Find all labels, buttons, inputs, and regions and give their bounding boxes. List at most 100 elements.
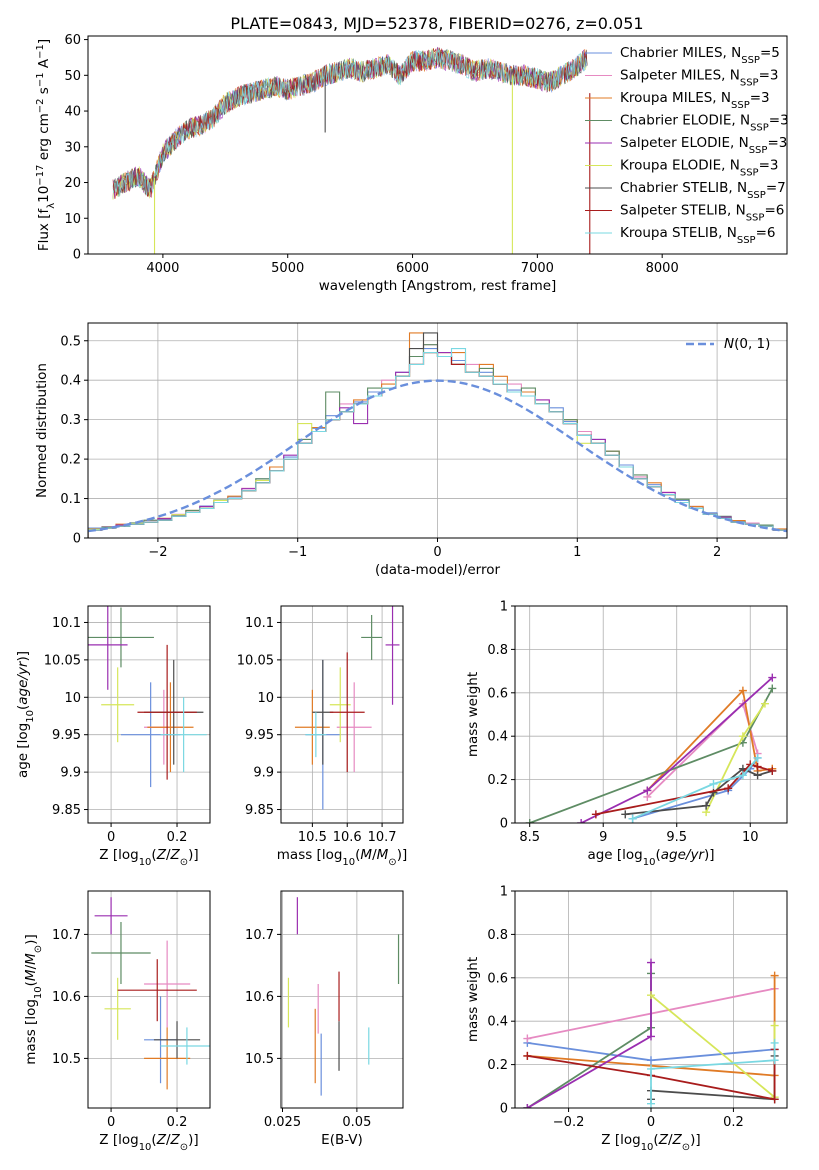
y-tick-label: 0.6 bbox=[487, 971, 508, 986]
series-marker bbox=[770, 1056, 779, 1065]
panel-age-vs-Z: 0 0.2 9.85 9.9 9.95 10 10.05 10.1 Z [log10(Z/Z⊙)… bbox=[15, 605, 211, 868]
spectrum-line bbox=[112, 48, 588, 197]
series-marker bbox=[770, 1038, 779, 1047]
x-tick-label: 9.5 bbox=[666, 830, 687, 845]
series-line bbox=[526, 973, 652, 1108]
y-axis-label: Flux [fλ10−17 erg cm−2 s−1 A−1] bbox=[35, 39, 57, 251]
series-marker bbox=[738, 686, 747, 695]
series-line bbox=[527, 1049, 776, 1101]
series-marker bbox=[523, 1104, 532, 1108]
y-tick-label: 0.2 bbox=[487, 773, 508, 788]
x-tick-label: 0.025 bbox=[264, 1115, 301, 1130]
plot-area-age-vs-mass bbox=[294, 606, 400, 810]
legend-label: Kroupa ELODIE, NSSP=3 bbox=[620, 158, 778, 179]
series-marker bbox=[724, 784, 733, 793]
axes-frame bbox=[87, 35, 788, 255]
y-tick-label: 0.8 bbox=[487, 643, 508, 658]
x-tick-label: 7000 bbox=[521, 261, 554, 276]
y-axis-label: mass [log10(M/M⊙)] bbox=[23, 934, 44, 1064]
y-axis-label: mass weight bbox=[465, 672, 481, 757]
y-tick-label: 0 bbox=[500, 817, 508, 832]
axes-frame bbox=[87, 605, 211, 824]
axes-frame bbox=[280, 605, 404, 824]
panel-mass-vs-EBV: 0.025 0.05 10.5 10.6 10.7 E(B-V) bbox=[245, 890, 404, 1148]
y-tick-label: 9.9 bbox=[253, 766, 274, 781]
panel-mass-weight-vs-age: 8.5 9 9.5 10 0 0.2 0.4 0.6 0.8 1 age [log10(age/yr… bbox=[465, 600, 788, 868]
x-tick-label: 8000 bbox=[646, 261, 679, 276]
series-marker bbox=[647, 1056, 655, 1065]
series-marker bbox=[647, 991, 655, 1000]
x-tick-label: 4000 bbox=[146, 261, 179, 276]
y-tick-label: 30 bbox=[64, 140, 81, 155]
panel-mass-weight-vs-Z: −0.2 0 0.2 0 0.2 0.4 0.6 0.8 1 Z [log10(Z/Z⊙)] mas… bbox=[465, 885, 788, 1153]
plot-area-mass-weight-vs-Z bbox=[523, 958, 779, 1108]
y-tick-label: 10.6 bbox=[245, 990, 274, 1005]
page-title: PLATE=0843, MJD=52378, FIBERID=0276, z=0… bbox=[230, 14, 643, 33]
y-tick-label: 10.5 bbox=[245, 1052, 274, 1067]
x-tick-label: 0.05 bbox=[342, 1115, 371, 1130]
histogram-step bbox=[88, 348, 787, 538]
series-line bbox=[632, 757, 759, 820]
x-tick-label: 6000 bbox=[396, 261, 429, 276]
y-tick-label: 0.2 bbox=[60, 453, 81, 468]
y-tick-label: 10.1 bbox=[52, 616, 81, 631]
x-tick-label: 0 bbox=[433, 545, 441, 560]
legend-label: Salpeter MILES, NSSP=3 bbox=[620, 68, 778, 89]
y-tick-label: 10.5 bbox=[52, 1052, 81, 1067]
plot-area-age-vs-Z bbox=[88, 606, 207, 788]
series-marker bbox=[738, 732, 747, 741]
y-axis-label: Normed distribution bbox=[34, 363, 50, 498]
y-tick-label: 60 bbox=[64, 33, 81, 48]
legend-label: Chabrier STELIB, NSSP=7 bbox=[620, 180, 786, 201]
legend-label: Chabrier ELODIE, NSSP=3 bbox=[620, 113, 789, 134]
series-marker bbox=[525, 819, 534, 823]
x-tick-label: −1 bbox=[288, 545, 307, 560]
legend-label: Kroupa MILES, NSSP=3 bbox=[620, 90, 770, 111]
y-tick-label: 0.5 bbox=[60, 334, 81, 349]
series-marker bbox=[709, 779, 718, 788]
legend-label: Chabrier MILES, NSSP=5 bbox=[620, 45, 780, 66]
series-marker bbox=[647, 1099, 655, 1108]
x-tick-label: 10.5 bbox=[298, 830, 327, 845]
y-tick-label: 40 bbox=[64, 105, 81, 120]
x-tick-label: 1 bbox=[573, 545, 581, 560]
legend: N(0, 1) bbox=[686, 336, 770, 352]
y-tick-label: 50 bbox=[64, 69, 81, 84]
x-axis-label: Z [log10(Z/Z⊙)] bbox=[601, 1132, 700, 1153]
plot-area-mass-weight-vs-age bbox=[525, 673, 777, 823]
y-axis-label: mass weight bbox=[465, 957, 481, 1042]
series-line bbox=[650, 1042, 776, 1104]
series-marker bbox=[768, 673, 777, 682]
y-tick-label: 10.05 bbox=[44, 653, 81, 668]
plot-area-residuals bbox=[88, 332, 787, 538]
series-marker bbox=[770, 971, 779, 980]
y-tick-label: 9.85 bbox=[52, 803, 81, 818]
y-tick-label: 0 bbox=[73, 532, 81, 547]
x-tick-label: 0.2 bbox=[723, 1115, 744, 1130]
series-marker bbox=[621, 810, 630, 819]
y-tick-label: 0.3 bbox=[60, 413, 81, 428]
x-tick-label: 0 bbox=[647, 1115, 655, 1130]
y-tick-label: 0.8 bbox=[487, 928, 508, 943]
x-tick-label: 9 bbox=[599, 830, 607, 845]
series-marker bbox=[647, 1032, 655, 1041]
y-tick-label: 10.7 bbox=[245, 928, 274, 943]
axes-frame bbox=[280, 890, 404, 1109]
series-marker bbox=[523, 1051, 532, 1060]
series-marker bbox=[591, 810, 600, 819]
series-marker bbox=[760, 699, 769, 708]
y-tick-label: 10.1 bbox=[245, 616, 274, 631]
y-tick-label: 1 bbox=[500, 885, 508, 900]
y-tick-label: 10.6 bbox=[52, 990, 81, 1005]
series-marker bbox=[647, 1064, 655, 1073]
series-marker bbox=[753, 762, 762, 771]
series-marker bbox=[738, 771, 747, 780]
series-marker bbox=[753, 753, 762, 762]
x-tick-label: 0.2 bbox=[167, 1115, 188, 1130]
x-tick-label: 5000 bbox=[271, 261, 304, 276]
series-marker bbox=[770, 1021, 779, 1030]
y-tick-label: 1 bbox=[500, 600, 508, 615]
x-tick-label: 0 bbox=[107, 1115, 115, 1130]
